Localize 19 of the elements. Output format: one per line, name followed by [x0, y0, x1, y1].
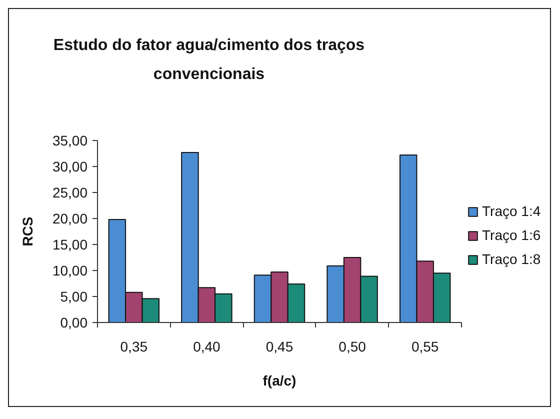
legend-label: Traço 1:8 — [482, 251, 541, 267]
y-tick-label: 5,00 — [60, 288, 88, 304]
y-axis-title: RCS — [19, 216, 36, 246]
legend-label: Traço 1:6 — [482, 227, 541, 243]
legend-label: Traço 1:4 — [482, 203, 541, 219]
y-tick-label: 0,00 — [60, 314, 88, 330]
y-tick-label: 30,00 — [52, 158, 88, 174]
y-tick-label: 35,00 — [52, 132, 88, 148]
y-tick-label: 10,00 — [52, 262, 88, 278]
y-tick-label: 25,00 — [52, 184, 88, 200]
y-tick-label: 20,00 — [52, 210, 88, 226]
chart-title: Estudo do fator agua/cimento dos traços convencionais — [52, 36, 366, 85]
x-tick-label: 0,35 — [120, 338, 148, 354]
x-tick-label: 0,55 — [411, 338, 439, 354]
x-axis-title: f(a/c) — [262, 372, 296, 388]
y-tick-label: 15,00 — [52, 236, 88, 252]
x-tick-label: 0,45 — [266, 338, 294, 354]
x-tick-label: 0,50 — [338, 338, 366, 354]
x-tick-label: 0,40 — [193, 338, 221, 354]
